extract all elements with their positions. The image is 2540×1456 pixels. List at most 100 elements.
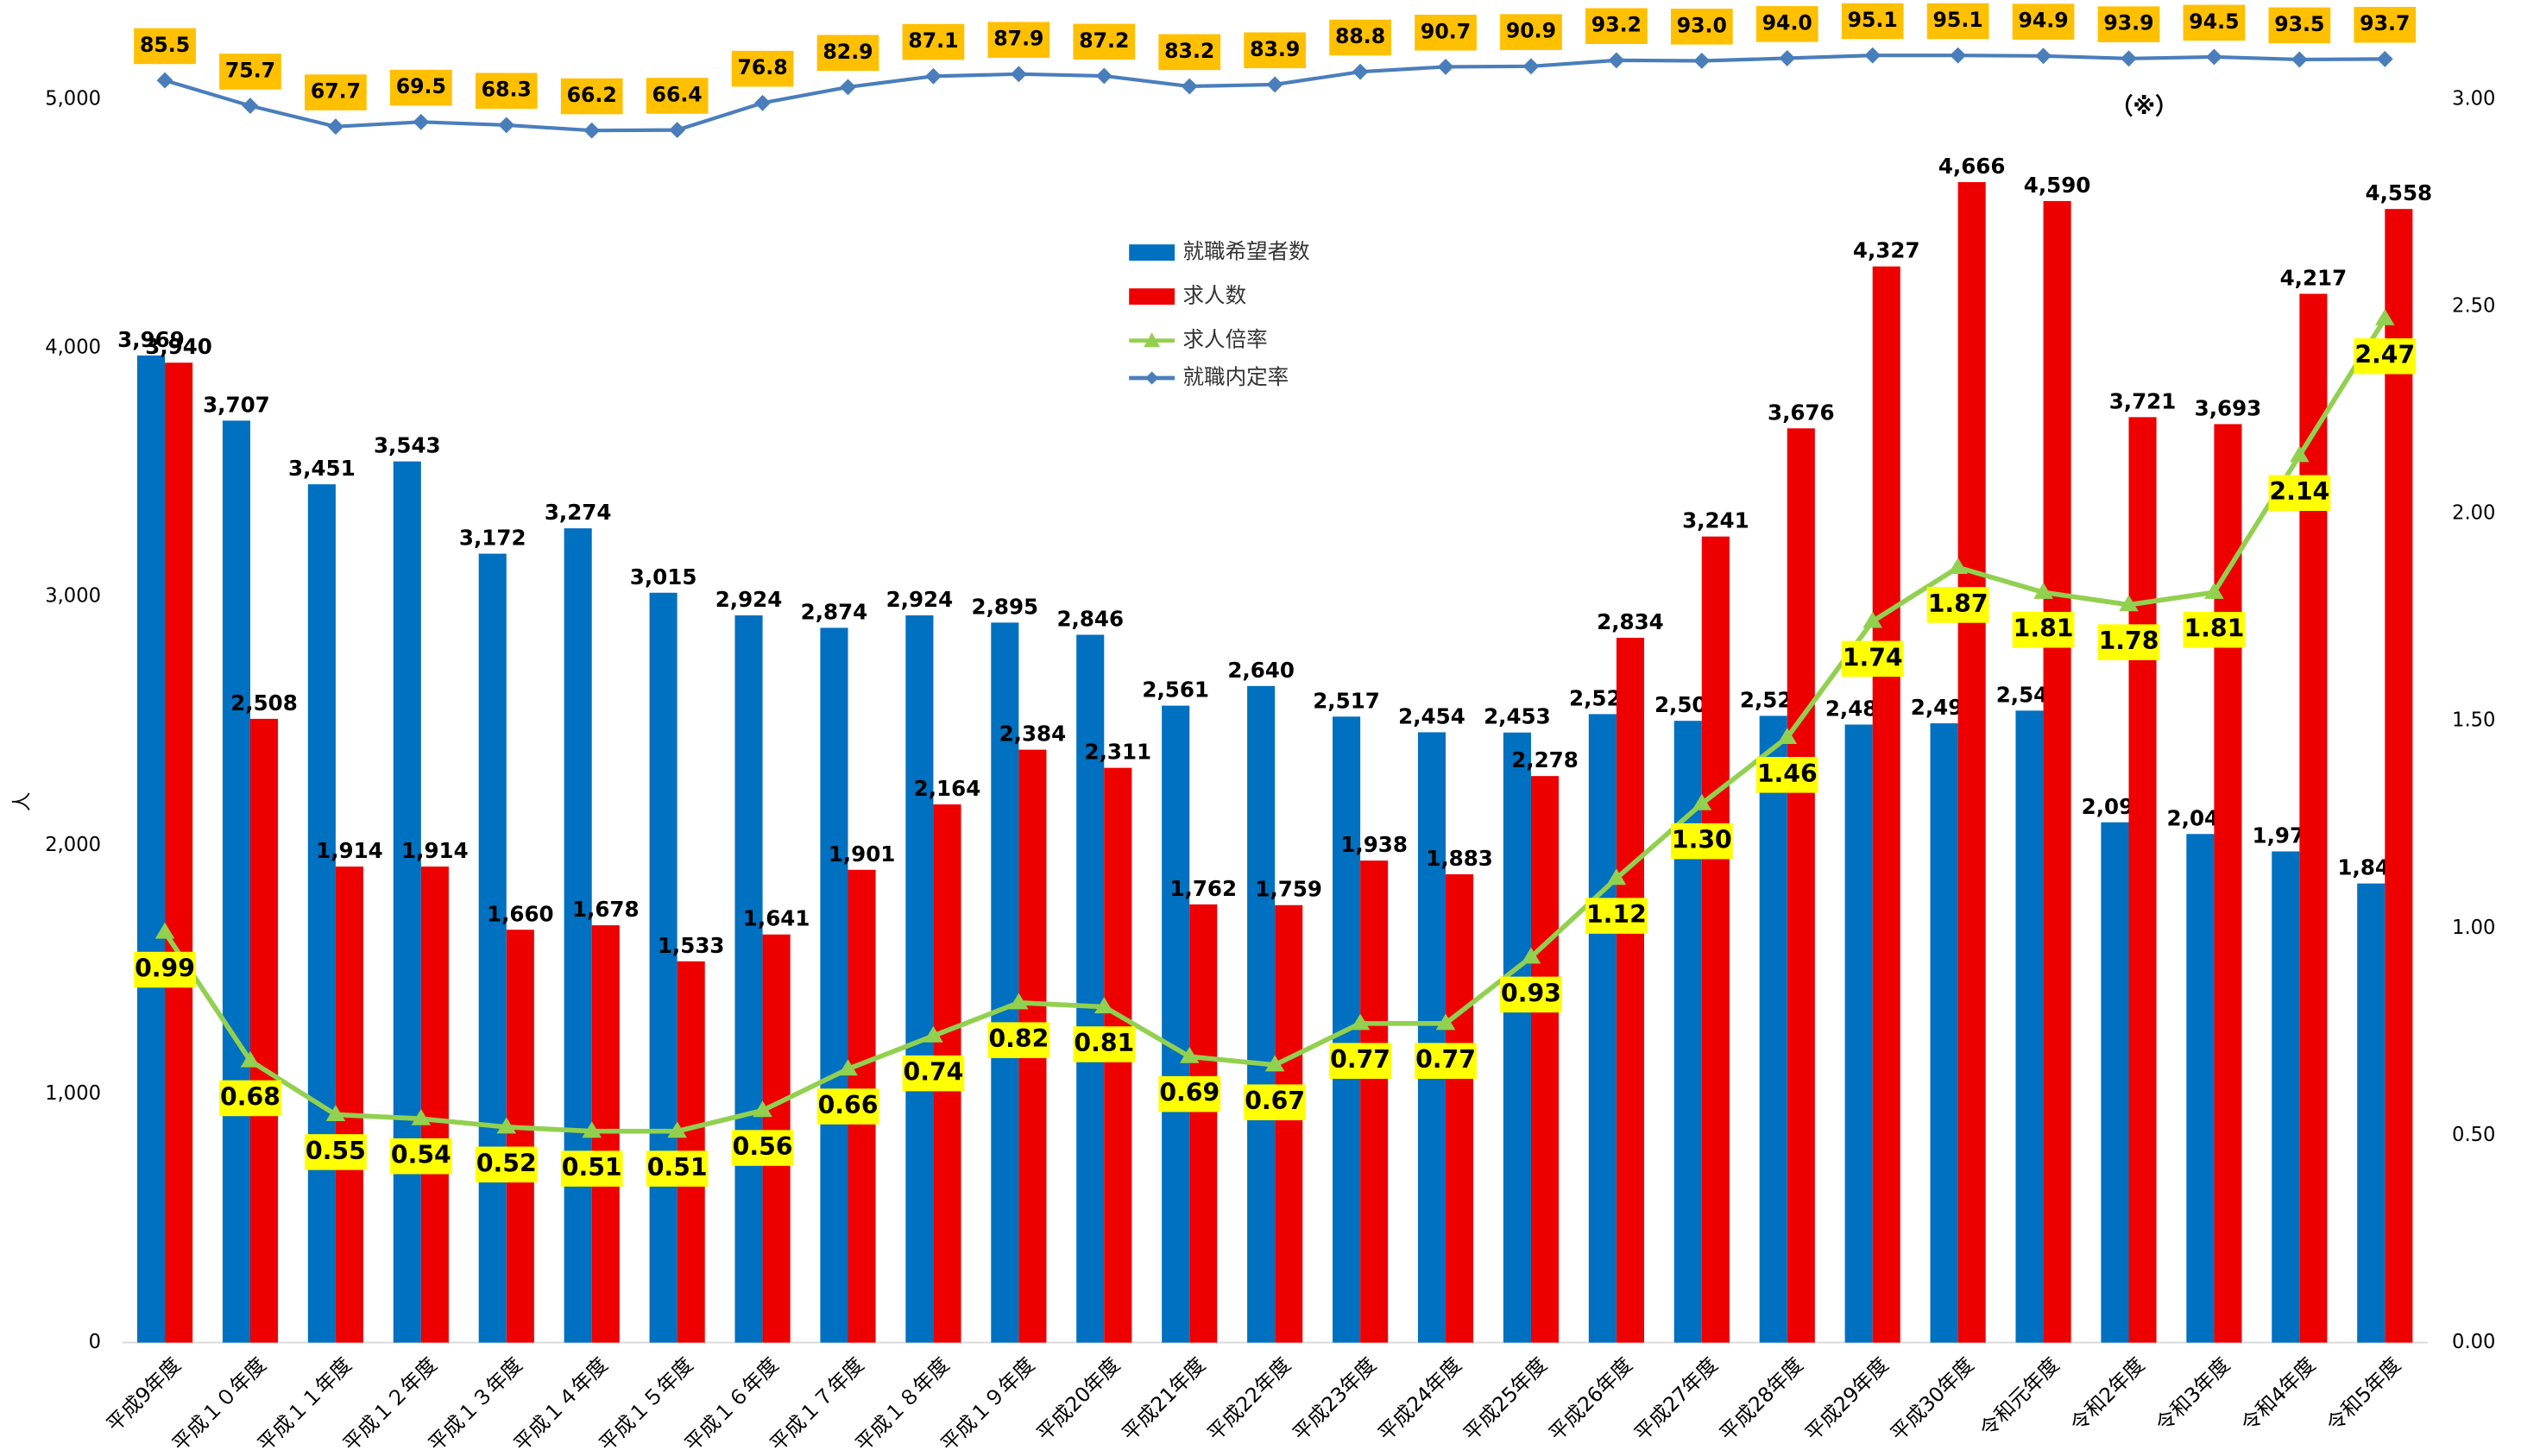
- x-tick-label: 平成30年度: [1886, 1352, 1979, 1446]
- bar: [420, 867, 449, 1343]
- bar-value-label: 1,883: [1426, 846, 1493, 871]
- label-background: [902, 23, 965, 60]
- line-value-label: 93.5: [2274, 12, 2324, 36]
- bar: [2385, 209, 2413, 1343]
- legend-label: 就職内定率: [1183, 364, 1289, 389]
- value-label-box: 0.67: [1244, 1084, 1307, 1121]
- y2-tick-label: 2.50: [2452, 294, 2495, 317]
- bar-value-label: 4,558: [2366, 180, 2433, 205]
- label-background: [1073, 1026, 1136, 1062]
- bar-value-label: 2,924: [886, 587, 954, 612]
- bar: [1360, 860, 1389, 1343]
- line-value-label: 68.3: [482, 78, 532, 102]
- y-tick-label: 1,000: [45, 1082, 101, 1105]
- line-value-label: 1.78: [2099, 627, 2159, 655]
- value-label-box: 83.9: [1244, 32, 1307, 69]
- marker: [669, 122, 686, 139]
- marker: [1181, 78, 1198, 95]
- marker: [1692, 793, 1712, 810]
- marker: [583, 122, 601, 139]
- bar: [2186, 834, 2215, 1343]
- bar: [1588, 714, 1617, 1343]
- bar: [1530, 776, 1560, 1343]
- x-tick-label: 平成24年度: [1373, 1352, 1466, 1446]
- marker: [1864, 47, 1881, 64]
- line-value-label: 0.68: [220, 1082, 280, 1111]
- value-label-box: 1.30: [1670, 823, 1733, 860]
- marker: [413, 113, 430, 130]
- value-label-box: 93.0: [1670, 9, 1733, 45]
- label-background: [2183, 4, 2246, 41]
- line-value-label: 76.8: [737, 55, 787, 79]
- x-tick-label: 平成9年度: [102, 1352, 186, 1436]
- value-label-box: 93.5: [2268, 7, 2331, 44]
- label-background: [2354, 337, 2417, 375]
- bar: [564, 528, 592, 1343]
- bar: [222, 420, 250, 1343]
- value-label-box: 76.8: [731, 50, 794, 87]
- x-tick-label: 平成20年度: [1032, 1352, 1125, 1446]
- bar: [2272, 851, 2300, 1343]
- line-value-label: 2.14: [2269, 477, 2329, 506]
- label-background: [305, 1134, 367, 1170]
- bar: [506, 930, 534, 1343]
- label-background: [305, 74, 367, 110]
- label-background: [1670, 9, 1733, 45]
- value-label-box: 90.9: [1500, 14, 1562, 50]
- value-label-box: 0.99: [134, 951, 196, 988]
- line-value-label: 90.7: [1421, 19, 1471, 43]
- y-tick-label: 4,000: [45, 336, 101, 358]
- marker: [1350, 1013, 1371, 1031]
- label-background: [389, 69, 452, 106]
- marker: [1608, 52, 1625, 69]
- y-axis-label: 人: [11, 792, 34, 812]
- marker: [325, 1105, 346, 1122]
- label-background: [1670, 823, 1733, 860]
- line-value-label: 88.8: [1335, 24, 1385, 48]
- bar-value-label: 3,693: [2195, 395, 2262, 420]
- y-tick-label: 0: [89, 1331, 101, 1353]
- bar: [2101, 822, 2129, 1343]
- line-value-label: 0.51: [562, 1153, 622, 1182]
- value-label-box: 1.74: [1841, 640, 1904, 678]
- marker: [1095, 67, 1112, 85]
- marker: [2374, 308, 2395, 325]
- bar: [2128, 417, 2157, 1343]
- label-background: [1329, 19, 1391, 56]
- line-value-label: 87.2: [1079, 28, 1129, 53]
- bar: [1162, 705, 1190, 1343]
- marker: [923, 1025, 943, 1043]
- bar-value-label: 3,451: [288, 456, 356, 481]
- marker: [1521, 947, 1541, 964]
- legend-label: 求人倍率: [1183, 327, 1268, 352]
- bar-value-label: 2,517: [1313, 688, 1380, 713]
- x-tick-label: 令和4年度: [2236, 1352, 2320, 1436]
- label-background: [475, 72, 538, 110]
- line-value-label: 69.5: [396, 74, 446, 98]
- bar-value-label: 1,914: [401, 838, 469, 863]
- line-value-label: 1.81: [2184, 615, 2245, 643]
- value-label-box: 94.0: [1755, 6, 1818, 42]
- bar-value-label: 4,327: [1853, 238, 1920, 263]
- line-value-label: 93.9: [2103, 11, 2153, 35]
- line-value-label: 90.9: [1506, 19, 1556, 43]
- y-tick-label: 2,000: [45, 834, 101, 856]
- value-label-box: 2.47: [2354, 337, 2417, 375]
- label-background: [816, 1088, 879, 1125]
- y2-tick-label: 3.00: [2452, 87, 2495, 110]
- bar-value-label: 3,721: [2109, 388, 2177, 413]
- value-label-box: 95.1: [1926, 3, 1989, 40]
- line-value-label: 85.5: [140, 33, 190, 57]
- line-value-label: 83.9: [1250, 37, 1300, 61]
- bar: [1616, 637, 1644, 1343]
- bar-value-label: 3,707: [203, 392, 270, 417]
- label-background: [1415, 15, 1477, 51]
- bar-value-label: 2,453: [1484, 704, 1551, 729]
- marker: [838, 1059, 858, 1076]
- value-label-box: 87.9: [987, 22, 1050, 58]
- label-background: [1158, 1075, 1221, 1112]
- bar: [165, 362, 193, 1343]
- label-background: [1841, 640, 1904, 678]
- x-tick-label: 令和5年度: [2322, 1352, 2405, 1436]
- line-value-label: 94.5: [2189, 9, 2239, 34]
